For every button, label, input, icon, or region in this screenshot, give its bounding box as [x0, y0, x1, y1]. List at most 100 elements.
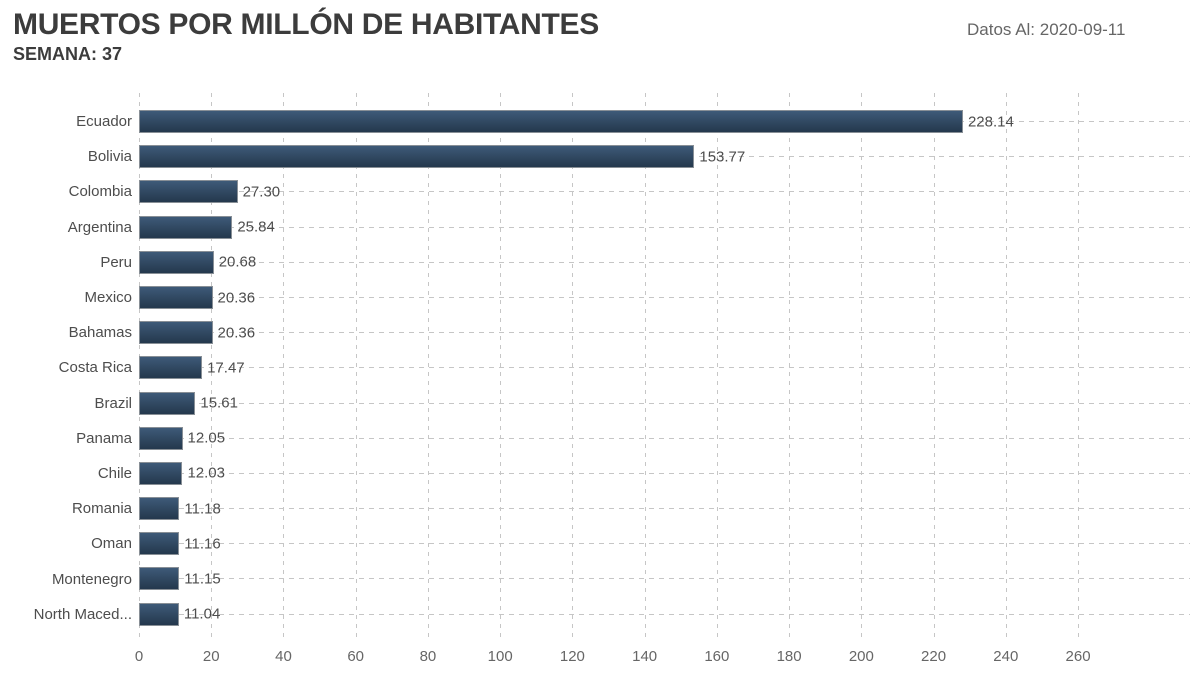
grid-line-vertical — [1005, 93, 1007, 641]
grid-line-horizontal — [139, 437, 1190, 439]
bar-row: 11.16 — [139, 526, 1190, 561]
category-label: Montenegro — [51, 570, 132, 588]
grid-line-horizontal — [139, 613, 1190, 615]
grid-line-vertical — [427, 93, 429, 641]
bar-row: 27.30 — [139, 174, 1190, 209]
x-tick-label: 100 — [487, 648, 513, 665]
value-label: 20.68 — [218, 253, 257, 271]
bar-panama[interactable] — [139, 426, 183, 450]
value-label: 12.05 — [187, 429, 226, 447]
bar-rows: 228.14 153.77 27.30 25.84 20.68 20.36 20.36 17.… — [139, 104, 1190, 632]
value-label: 228.14 — [967, 113, 1014, 131]
value-label: 20.36 — [217, 289, 256, 307]
grid-line-horizontal — [139, 508, 1190, 510]
x-tick-label: 20 — [202, 648, 220, 665]
bar-mexico[interactable] — [139, 285, 213, 309]
value-label: 12.03 — [187, 464, 225, 482]
bar-argentina[interactable] — [139, 215, 233, 239]
grid-line-vertical — [500, 93, 502, 641]
grid-line-vertical — [644, 93, 646, 641]
grid-line-horizontal — [139, 332, 1190, 334]
grid-line-vertical — [572, 93, 574, 641]
x-tick-label: 40 — [275, 648, 292, 665]
category-label: Panama — [76, 429, 132, 447]
x-tick-label: 200 — [848, 648, 874, 665]
bar-bolivia[interactable] — [139, 145, 695, 169]
bar-row: 12.03 — [139, 456, 1190, 491]
bar-peru[interactable] — [139, 250, 214, 274]
bar-row: 15.61 — [139, 386, 1190, 421]
x-axis: 0 20 40 60 80 100 120 140 160 180 200 220 240 260 — [135, 641, 1190, 671]
x-tick-label: 260 — [1065, 648, 1091, 665]
category-label: Oman — [91, 535, 132, 553]
category-label: Romania — [71, 500, 132, 518]
grid-line-vertical — [716, 93, 718, 641]
bar-costa-rica[interactable] — [139, 356, 203, 380]
category-label: Argentina — [67, 218, 132, 236]
bar-ecuador[interactable] — [139, 110, 963, 133]
bar-colombia[interactable] — [139, 180, 238, 204]
category-label: Brazil — [94, 394, 132, 412]
x-tick-label: 180 — [776, 648, 802, 665]
grid-line-horizontal — [139, 296, 1190, 298]
bar-row: 228.14 — [139, 104, 1190, 139]
category-label: Colombia — [68, 183, 132, 201]
data-as-of-label: Datos Al: 2020-09-11 — [967, 20, 1126, 39]
category-label: Bahamas — [68, 324, 132, 342]
bar-chile[interactable] — [139, 461, 183, 485]
x-tick-label: 220 — [921, 648, 947, 665]
x-tick-label: 0 — [134, 648, 144, 665]
grid-line-horizontal — [139, 226, 1190, 228]
bar-row: 20.68 — [139, 245, 1190, 280]
value-label: 25.84 — [237, 218, 275, 236]
value-label: 153.77 — [699, 148, 746, 166]
bar-row: 20.36 — [139, 280, 1190, 315]
bar-row: 153.77 — [139, 139, 1190, 174]
page-title: MUERTOS POR MILLÓN DE HABITANTES — [13, 8, 599, 41]
category-label: Ecuador — [76, 113, 132, 131]
category-label: North Maced... — [33, 605, 132, 623]
bar-row: 17.47 — [139, 350, 1190, 385]
x-tick-label: 80 — [419, 648, 437, 665]
category-label: Chile — [97, 464, 132, 482]
bar-montenegro[interactable] — [139, 567, 180, 591]
grid-line-vertical — [1078, 93, 1080, 641]
value-label: 27.30 — [242, 183, 281, 201]
grid-line-vertical — [861, 93, 863, 641]
bar-north-maced[interactable] — [139, 602, 179, 626]
grid-line-horizontal — [139, 543, 1190, 545]
grid-line-vertical — [789, 93, 791, 641]
grid-line-vertical — [355, 93, 357, 641]
value-label: 20.36 — [217, 324, 256, 342]
x-tick-label: 140 — [632, 648, 658, 665]
value-label: 11.04 — [183, 605, 221, 623]
category-label: Mexico — [84, 289, 132, 307]
x-tick-label: 60 — [347, 648, 365, 665]
value-label: 11.18 — [184, 500, 221, 518]
x-tick-label: 240 — [993, 648, 1019, 665]
grid-line-horizontal — [139, 472, 1190, 474]
bar-row: 11.04 — [139, 597, 1190, 632]
page-subtitle: SEMANA: 37 — [13, 44, 123, 64]
bar-row: 11.15 — [139, 561, 1190, 596]
value-label: 17.47 — [207, 359, 245, 377]
bar-row: 12.05 — [139, 421, 1190, 456]
value-label: 11.15 — [184, 570, 221, 588]
category-label: Costa Rica — [58, 359, 132, 377]
bar-row: 11.18 — [139, 491, 1190, 526]
grid-line-horizontal — [139, 367, 1190, 369]
bar-romania[interactable] — [139, 497, 180, 521]
bar-brazil[interactable] — [139, 391, 196, 415]
value-label: 15.61 — [200, 394, 238, 412]
grid-line-horizontal — [139, 402, 1190, 404]
bar-row: 20.36 — [139, 315, 1190, 350]
grid-line-vertical — [283, 93, 285, 641]
bar-bahamas[interactable] — [139, 321, 213, 345]
x-tick-label: 160 — [704, 648, 730, 665]
bar-row: 25.84 — [139, 210, 1190, 245]
grid-line-vertical — [211, 93, 213, 641]
grid-line-horizontal — [139, 191, 1190, 193]
bar-oman[interactable] — [139, 532, 180, 556]
category-label: Bolivia — [87, 148, 132, 166]
